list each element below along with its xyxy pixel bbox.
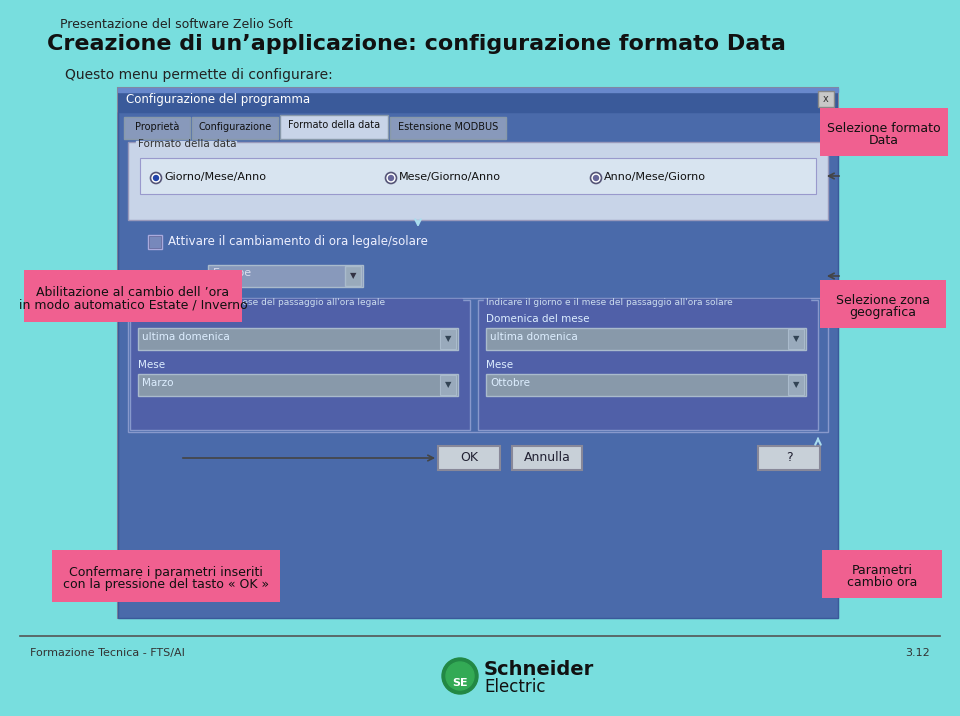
Circle shape <box>446 662 474 690</box>
Text: Attivare il cambiamento di ora legale/solare: Attivare il cambiamento di ora legale/so… <box>168 235 428 248</box>
Bar <box>820 280 946 328</box>
Bar <box>788 375 804 395</box>
Text: Ottobre: Ottobre <box>490 378 530 388</box>
Text: con la pressione del tasto « OK »: con la pressione del tasto « OK » <box>63 578 269 591</box>
Bar <box>148 235 162 249</box>
Text: Indicare il giorno e il mese del passaggio all'ora legale: Indicare il giorno e il mese del passagg… <box>138 298 385 307</box>
Text: Questo menu permette di configurare:: Questo menu permette di configurare: <box>65 68 333 82</box>
Bar <box>24 270 242 322</box>
Text: ▼: ▼ <box>444 380 451 389</box>
Text: Mese: Mese <box>138 360 165 370</box>
Text: Formato della data: Formato della data <box>138 139 236 149</box>
Bar <box>478 300 818 430</box>
Bar <box>820 108 948 156</box>
Bar <box>512 446 582 470</box>
Text: geografica: geografica <box>850 306 917 319</box>
Text: ▼: ▼ <box>793 334 800 343</box>
Bar <box>280 115 388 139</box>
Circle shape <box>151 173 161 183</box>
Circle shape <box>593 175 598 180</box>
Text: x: x <box>823 94 828 104</box>
Bar <box>136 141 236 152</box>
Text: 3.12: 3.12 <box>905 648 930 658</box>
Bar <box>440 375 456 395</box>
Bar <box>128 142 828 220</box>
Text: Formato della data: Formato della data <box>288 120 380 130</box>
Bar <box>438 446 500 470</box>
Bar <box>118 88 838 618</box>
Text: Mese/Giorno/Anno: Mese/Giorno/Anno <box>399 172 501 182</box>
Circle shape <box>442 658 478 694</box>
Text: Domenica del mese: Domenica del mese <box>486 314 589 324</box>
Text: Confermare i parametri inseriti: Confermare i parametri inseriti <box>69 566 263 579</box>
Text: Domenica del mese: Domenica del mese <box>138 314 242 324</box>
Text: Configurazione: Configurazione <box>199 122 272 132</box>
Bar <box>390 117 506 139</box>
Text: Anno/Mese/Giorno: Anno/Mese/Giorno <box>604 172 706 182</box>
Bar <box>124 117 190 139</box>
Bar <box>138 374 458 396</box>
Bar <box>818 91 834 107</box>
Text: ?: ? <box>785 451 792 464</box>
Bar <box>52 550 280 602</box>
Text: Presentazione del software Zelio Soft: Presentazione del software Zelio Soft <box>60 18 293 31</box>
Text: Estensione MODBUS: Estensione MODBUS <box>397 122 498 132</box>
Bar <box>788 329 804 349</box>
Text: Proprietà: Proprietà <box>134 122 180 132</box>
Bar <box>118 88 838 112</box>
Circle shape <box>389 175 394 180</box>
Bar <box>345 266 361 286</box>
Bar <box>484 299 810 310</box>
Text: Formazione Tecnica - FTS/AI: Formazione Tecnica - FTS/AI <box>30 648 185 658</box>
Text: Annulla: Annulla <box>523 451 570 464</box>
Text: Mese: Mese <box>486 360 514 370</box>
Text: ultima domenica: ultima domenica <box>142 332 229 342</box>
Text: OK: OK <box>460 451 478 464</box>
Text: cambio ora: cambio ora <box>847 576 917 589</box>
Bar <box>208 265 363 287</box>
Circle shape <box>590 173 602 183</box>
Circle shape <box>386 173 396 183</box>
Text: Indicare il giorno e il mese del passaggio all'ora solare: Indicare il giorno e il mese del passagg… <box>486 298 732 307</box>
Text: ▼: ▼ <box>444 334 451 343</box>
Text: SE: SE <box>452 678 468 688</box>
Bar <box>138 328 458 350</box>
Text: ▼: ▼ <box>793 380 800 389</box>
Bar <box>128 298 828 432</box>
Text: Zona: Zona <box>148 269 180 282</box>
Text: Data: Data <box>869 134 899 147</box>
Bar <box>118 88 838 92</box>
Text: ultima domenica: ultima domenica <box>490 332 578 342</box>
Bar <box>149 236 161 248</box>
Text: ▼: ▼ <box>349 271 356 280</box>
Text: Parametri: Parametri <box>852 564 913 577</box>
Bar <box>136 299 462 310</box>
Text: Creazione di un’applicazione: configurazione formato Data: Creazione di un’applicazione: configuraz… <box>47 34 786 54</box>
Bar <box>758 446 820 470</box>
Bar <box>130 300 470 430</box>
Bar <box>440 329 456 349</box>
Text: Electric: Electric <box>484 678 545 696</box>
Text: Schneider: Schneider <box>484 660 594 679</box>
Bar <box>822 550 942 598</box>
Text: Europe: Europe <box>213 268 252 278</box>
Bar <box>486 328 806 350</box>
Text: Configurazione del programma: Configurazione del programma <box>126 93 310 106</box>
Text: Selezione formato: Selezione formato <box>828 122 941 135</box>
Bar <box>118 112 838 618</box>
Text: in modo automatico Estate / Inverno: in modo automatico Estate / Inverno <box>18 298 248 311</box>
Text: Abilitazione al cambio dell ’ora: Abilitazione al cambio dell ’ora <box>36 286 229 299</box>
Circle shape <box>154 175 158 180</box>
Text: Selezione zona: Selezione zona <box>836 294 930 307</box>
Text: Giorno/Mese/Anno: Giorno/Mese/Anno <box>164 172 266 182</box>
Bar <box>140 158 816 194</box>
Bar <box>486 374 806 396</box>
Text: Marzo: Marzo <box>142 378 174 388</box>
Bar <box>192 117 278 139</box>
